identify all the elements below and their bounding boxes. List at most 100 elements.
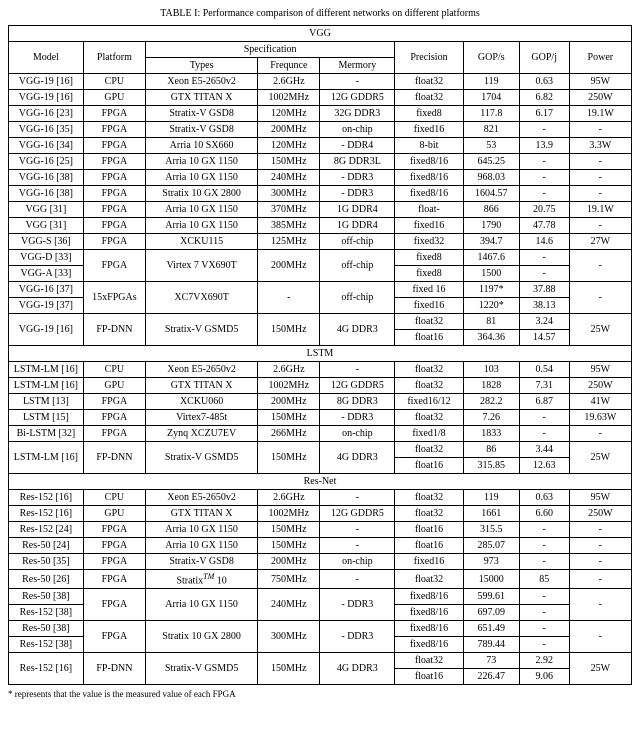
col-precision: Precision <box>395 42 464 74</box>
cell-gopj: 47.78 <box>519 218 569 234</box>
cell-gops: 651.49 <box>463 621 519 637</box>
cell-platform: FPGA <box>83 621 145 653</box>
cell-freq: 200MHz <box>258 250 320 282</box>
cell-types: XCKU060 <box>146 394 258 410</box>
cell-prec: float32 <box>395 506 464 522</box>
cell-types: Stratix 10 GX 2800 <box>146 186 258 202</box>
cell-freq: 1002MHz <box>258 90 320 106</box>
cell-gopj: - <box>519 522 569 538</box>
cell-gopj: - <box>519 554 569 570</box>
cell-model: VGG-16 [23] <box>9 106 84 122</box>
cell-prec: float- <box>395 202 464 218</box>
cell-model: LSTM-LM [16] <box>9 362 84 378</box>
cell-platform: FPGA <box>83 570 145 589</box>
cell-power: 19.1W <box>569 106 631 122</box>
cell-model: Res-50 [38] <box>9 621 84 637</box>
cell-power: 41W <box>569 394 631 410</box>
cell-types: Virtex 7 VX690T <box>146 250 258 282</box>
table-row: Res-50 [38]FPGAStratix 10 GX 2800300MHz-… <box>9 621 632 637</box>
cell-model: Res-152 [38] <box>9 637 84 653</box>
table-row: VGG-16 [38]FPGAArria 10 GX 1150240MHz- D… <box>9 170 632 186</box>
cell-gops: 866 <box>463 202 519 218</box>
cell-mem: 32G DDR3 <box>320 106 395 122</box>
cell-mem: - DDR3 <box>320 170 395 186</box>
cell-freq: 200MHz <box>258 554 320 570</box>
cell-platform: FP-DNN <box>83 653 145 685</box>
cell-gopj: - <box>519 621 569 637</box>
cell-freq: 200MHz <box>258 122 320 138</box>
table-row: VGG [31]FPGAArria 10 GX 1150385MHz1G DDR… <box>9 218 632 234</box>
col-gopj: GOP/j <box>519 42 569 74</box>
table-row: LSTM <box>9 346 632 362</box>
cell-power: 25W <box>569 442 631 474</box>
cell-gopj: 38.13 <box>519 298 569 314</box>
cell-mem: 8G DDR3L <box>320 154 395 170</box>
table-row: Res-152 [16]FP-DNNStratix-V GSMD5150MHz4… <box>9 653 632 669</box>
cell-prec: float32 <box>395 90 464 106</box>
cell-power: - <box>569 522 631 538</box>
cell-prec: float16 <box>395 538 464 554</box>
cell-mem: 1G DDR4 <box>320 202 395 218</box>
table-row: Res-152 [24]FPGAArria 10 GX 1150150MHz-f… <box>9 522 632 538</box>
cell-freq: 750MHz <box>258 570 320 589</box>
cell-mem: - <box>320 522 395 538</box>
table-row: Res-152 [16]GPUGTX TITAN X1002MHz12G GDD… <box>9 506 632 522</box>
cell-gops: 81 <box>463 314 519 330</box>
table-row: VGG [31]FPGAArria 10 GX 1150370MHz1G DDR… <box>9 202 632 218</box>
cell-power: - <box>569 554 631 570</box>
cell-gops: 1500 <box>463 266 519 282</box>
cell-types: Xeon E5-2650v2 <box>146 74 258 90</box>
cell-mem: on-chip <box>320 426 395 442</box>
cell-mem: 12G GDDR5 <box>320 90 395 106</box>
cell-mem: 12G GDDR5 <box>320 378 395 394</box>
cell-mem: - DDR3 <box>320 589 395 621</box>
cell-model: LSTM-LM [16] <box>9 442 84 474</box>
table-row: LSTM-LM [16]GPUGTX TITAN X1002MHz12G GDD… <box>9 378 632 394</box>
cell-freq: 150MHz <box>258 538 320 554</box>
cell-platform: GPU <box>83 378 145 394</box>
cell-model: VGG [31] <box>9 202 84 218</box>
cell-mem: - <box>320 362 395 378</box>
cell-gopj: 13.9 <box>519 138 569 154</box>
cell-model: VGG-S [36] <box>9 234 84 250</box>
cell-platform: FPGA <box>83 589 145 621</box>
cell-power: 95W <box>569 74 631 90</box>
cell-mem: - <box>320 538 395 554</box>
cell-prec: float16 <box>395 669 464 685</box>
section-title: VGG <box>9 26 632 42</box>
cell-power: 25W <box>569 653 631 685</box>
cell-gops: 1704 <box>463 90 519 106</box>
cell-types: Stratix-V GSD8 <box>146 122 258 138</box>
cell-gops: 789.44 <box>463 637 519 653</box>
cell-prec: fixed 16 <box>395 282 464 298</box>
cell-gopj: 2.92 <box>519 653 569 669</box>
cell-gopj: - <box>519 605 569 621</box>
table-row: LSTM [13]FPGAXCKU060200MHz8G DDR3fixed16… <box>9 394 632 410</box>
cell-gops: 1833 <box>463 426 519 442</box>
cell-model: VGG-D [33] <box>9 250 84 266</box>
cell-model: VGG-16 [25] <box>9 154 84 170</box>
cell-platform: CPU <box>83 74 145 90</box>
cell-freq: 300MHz <box>258 186 320 202</box>
performance-table: VGGModelPlatformSpecificationPrecisionGO… <box>8 25 632 685</box>
table-row: Res-50 [35]FPGAStratix-V GSD8200MHzon-ch… <box>9 554 632 570</box>
cell-model: LSTM [15] <box>9 410 84 426</box>
cell-freq: 150MHz <box>258 154 320 170</box>
cell-types: Arria 10 GX 1150 <box>146 154 258 170</box>
cell-gopj: 12.63 <box>519 458 569 474</box>
cell-freq: 125MHz <box>258 234 320 250</box>
table-row: Res-152 [16]CPUXeon E5-2650v22.6GHz-floa… <box>9 490 632 506</box>
cell-prec: float32 <box>395 314 464 330</box>
cell-freq: 120MHz <box>258 138 320 154</box>
table-row: VGG-19 [16]CPUXeon E5-2650v22.6GHz-float… <box>9 74 632 90</box>
cell-power: - <box>569 122 631 138</box>
cell-mem: off-chip <box>320 282 395 314</box>
cell-types: GTX TITAN X <box>146 378 258 394</box>
cell-mem: 4G DDR3 <box>320 442 395 474</box>
col-model: Model <box>9 42 84 74</box>
cell-prec: float32 <box>395 378 464 394</box>
cell-types: Arria 10 SX660 <box>146 138 258 154</box>
cell-gops: 1220* <box>463 298 519 314</box>
table-row: VGG-19 [16]FP-DNNStratix-V GSMD5150MHz4G… <box>9 314 632 330</box>
cell-prec: fixed32 <box>395 234 464 250</box>
